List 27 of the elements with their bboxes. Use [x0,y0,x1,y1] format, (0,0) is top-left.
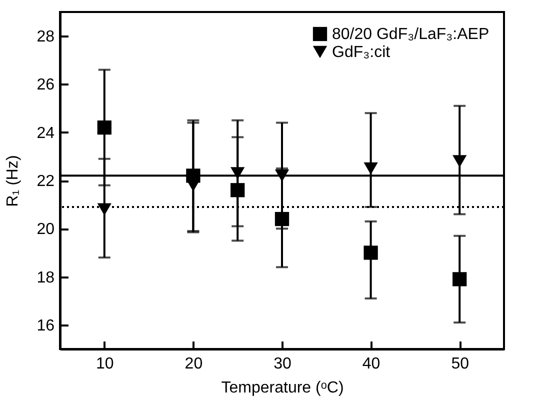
y-tick-label: 20 [36,221,55,238]
point [186,179,200,192]
point [274,212,290,226]
point [230,183,245,198]
x-tick-label: 50 [451,356,470,372]
point [230,167,245,180]
x-tick-label: 30 [274,356,292,372]
x-axis-title: Temperature (ᵒC) [221,380,344,396]
y-tick-label: 16 [36,317,55,334]
point [97,203,112,216]
point [97,120,112,135]
point [452,155,467,168]
y-tick-label: 28 [36,28,55,46]
point [364,162,378,175]
legend-label: GdF₃:cit [332,44,391,61]
y-tick-label: 18 [36,269,55,286]
y-tick-label: 24 [36,124,55,142]
y-tick-label: 26 [36,76,55,94]
y-tick-label: 22 [36,173,55,190]
x-tick-label: 40 [362,356,380,372]
point [274,170,290,182]
x-tick-label: 20 [184,356,203,372]
y-axis-title: R₁ (Hz) [4,155,22,207]
legend-label: 80/20 GdF₃/LaF₃:AEP [332,26,490,43]
point [364,246,378,260]
point [452,272,467,286]
x-tick-label: 10 [96,356,114,372]
